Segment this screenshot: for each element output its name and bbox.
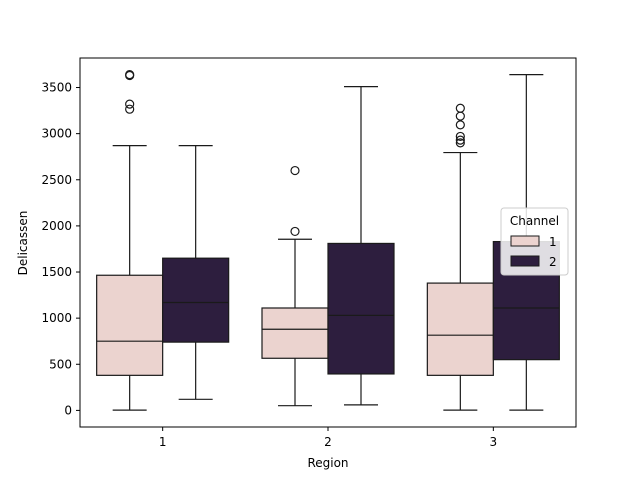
- outlier-point: [455, 131, 465, 142]
- x-tick-label: 3: [490, 435, 498, 449]
- box-region-2-channel-2: [327, 85, 395, 406]
- y-tick-label: 2500: [41, 173, 72, 187]
- y-tick-label: 1500: [41, 265, 72, 279]
- outlier-point: [455, 120, 465, 130]
- outlier-point: [125, 104, 135, 114]
- box-iqr: [261, 307, 329, 359]
- y-tick-label: 1000: [41, 311, 72, 325]
- box-region-3-channel-1: [426, 103, 494, 411]
- axes: 0 500 1000 1500 2000 2500 3000 3500 1 2 3: [41, 57, 577, 449]
- y-tick-label: 2000: [41, 219, 72, 233]
- y-axis-label: Delicassen: [16, 211, 30, 276]
- box-region-1-channel-1: [96, 70, 164, 411]
- legend: Channel 1 2: [500, 207, 569, 276]
- y-tick-label: 3500: [41, 81, 72, 95]
- legend-entry-label: 2: [549, 255, 557, 269]
- plot-area: [96, 70, 560, 411]
- outlier-point: [455, 135, 465, 145]
- box-region-2-channel-1: [261, 165, 329, 407]
- legend-title: Channel: [510, 214, 559, 228]
- legend-swatch: [510, 255, 540, 267]
- outlier-point: [290, 165, 300, 176]
- legend-entry-label: 1: [549, 235, 557, 249]
- y-tick-label: 0: [64, 403, 72, 417]
- outlier-point: [290, 226, 300, 237]
- box-iqr: [162, 257, 230, 343]
- outlier-point: [455, 138, 465, 148]
- box-iqr: [96, 274, 164, 376]
- box-iqr: [426, 282, 494, 376]
- outlier-point: [125, 70, 135, 80]
- outlier-point: [125, 99, 135, 109]
- box-region-1-channel-2: [162, 145, 230, 400]
- y-tick-label: 3000: [41, 127, 72, 141]
- x-axis-label: Region: [307, 456, 348, 470]
- x-tick-label: 2: [324, 435, 332, 449]
- x-tick-label: 1: [159, 435, 167, 449]
- box-iqr: [327, 242, 395, 375]
- legend-swatch: [510, 235, 540, 247]
- outlier-point: [455, 111, 465, 121]
- y-tick-label: 500: [49, 357, 72, 371]
- outlier-point: [455, 103, 465, 113]
